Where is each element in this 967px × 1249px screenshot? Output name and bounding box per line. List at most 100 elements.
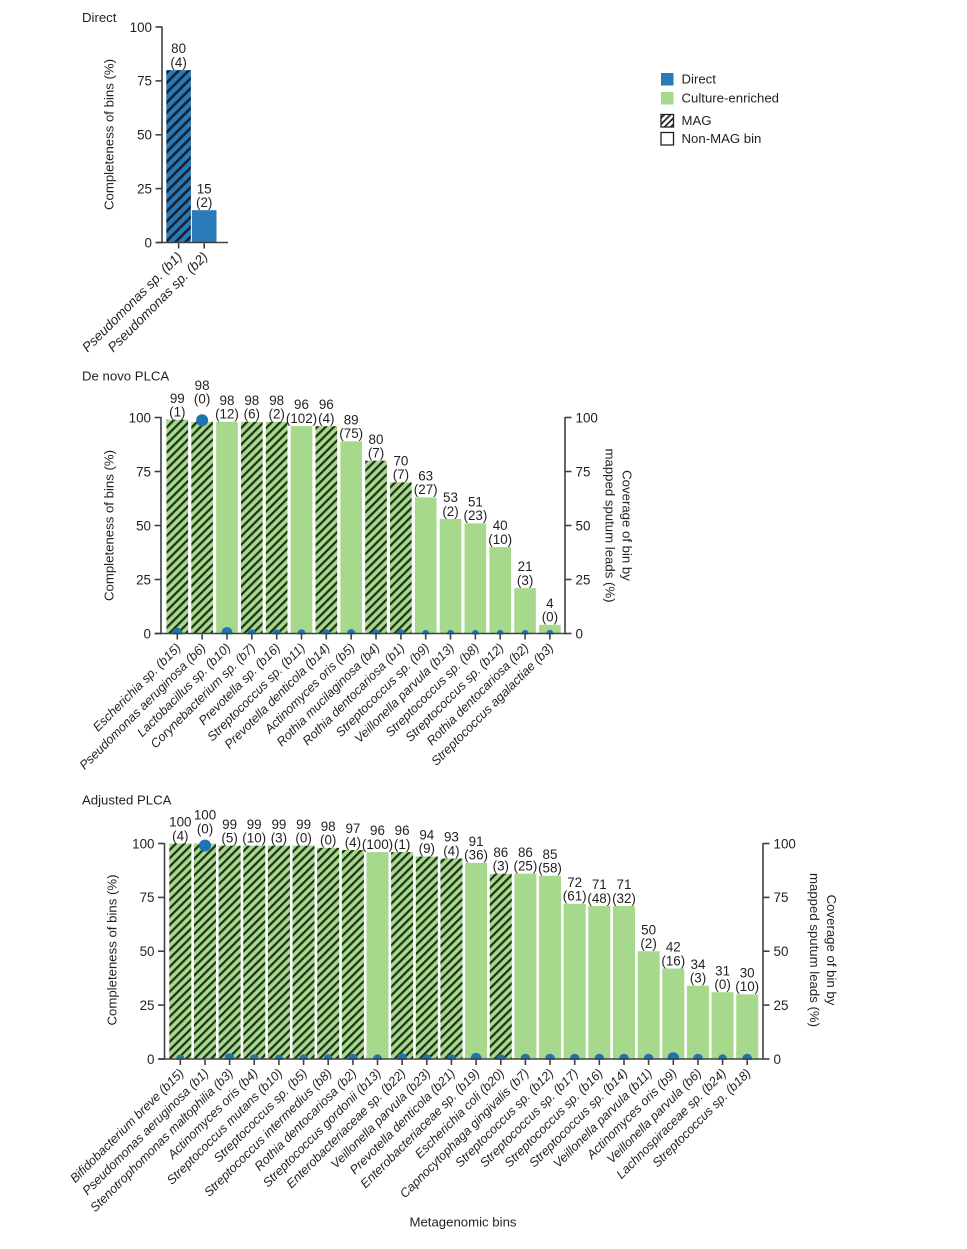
svg-text:85: 85: [543, 847, 558, 862]
svg-text:(75): (75): [339, 426, 363, 441]
svg-text:96: 96: [395, 823, 410, 838]
svg-text:100: 100: [132, 836, 154, 851]
svg-text:(3): (3): [493, 859, 509, 874]
svg-text:25: 25: [140, 998, 155, 1013]
svg-text:Completeness of bins (%): Completeness of bins (%): [105, 875, 120, 1026]
svg-text:(32): (32): [612, 891, 636, 906]
svg-text:Culture-enriched: Culture-enriched: [682, 91, 780, 106]
svg-text:(7): (7): [393, 467, 409, 482]
svg-text:mapped sputum leads (%): mapped sputum leads (%): [807, 873, 822, 1027]
svg-text:100: 100: [130, 20, 152, 35]
svg-text:(2): (2): [442, 504, 458, 519]
svg-text:50: 50: [137, 128, 152, 143]
svg-text:(4): (4): [443, 843, 459, 858]
svg-text:(1): (1): [394, 837, 410, 852]
svg-text:53: 53: [443, 490, 458, 505]
svg-text:(4): (4): [318, 411, 334, 426]
svg-text:25: 25: [137, 181, 152, 196]
svg-text:42: 42: [666, 940, 681, 955]
svg-text:(100): (100): [362, 837, 393, 852]
svg-text:Adjusted PLCA: Adjusted PLCA: [82, 793, 172, 808]
svg-text:(2): (2): [640, 936, 656, 951]
svg-text:86: 86: [493, 845, 508, 860]
svg-text:(48): (48): [587, 891, 611, 906]
svg-text:(102): (102): [286, 411, 317, 426]
svg-text:71: 71: [592, 877, 607, 892]
svg-text:(10): (10): [242, 831, 266, 846]
svg-text:(5): (5): [221, 831, 237, 846]
svg-text:99: 99: [222, 817, 237, 832]
svg-text:(0): (0): [197, 821, 213, 836]
svg-text:Completeness of bins (%): Completeness of bins (%): [102, 450, 117, 601]
svg-text:99: 99: [296, 817, 311, 832]
svg-text:Direct: Direct: [82, 10, 117, 25]
svg-text:(4): (4): [172, 828, 188, 843]
svg-text:50: 50: [140, 944, 155, 959]
svg-text:(10): (10): [735, 979, 759, 994]
svg-text:De novo PLCA: De novo PLCA: [82, 369, 169, 384]
svg-text:(3): (3): [517, 573, 533, 588]
svg-text:Direct: Direct: [682, 72, 717, 87]
svg-text:(0): (0): [714, 977, 730, 992]
svg-text:40: 40: [493, 518, 508, 533]
svg-text:(23): (23): [463, 508, 487, 523]
svg-text:Coverage of bin by: Coverage of bin by: [824, 895, 839, 1006]
svg-text:(4): (4): [170, 55, 186, 70]
svg-text:50: 50: [136, 518, 151, 533]
svg-text:75: 75: [137, 74, 152, 89]
svg-text:(12): (12): [215, 407, 239, 422]
svg-text:0: 0: [144, 626, 151, 641]
svg-text:100: 100: [129, 410, 151, 425]
svg-text:Completeness of bins (%): Completeness of bins (%): [102, 59, 117, 210]
svg-text:75: 75: [140, 890, 155, 905]
svg-text:(6): (6): [244, 407, 260, 422]
svg-text:mapped sputum leads (%): mapped sputum leads (%): [603, 449, 618, 603]
svg-text:(0): (0): [542, 610, 558, 625]
svg-text:(36): (36): [464, 848, 488, 863]
svg-text:(16): (16): [661, 953, 685, 968]
svg-text:(2): (2): [269, 407, 285, 422]
svg-text:96: 96: [294, 397, 309, 412]
svg-text:98: 98: [220, 393, 235, 408]
svg-text:(58): (58): [538, 861, 562, 876]
svg-text:96: 96: [319, 397, 334, 412]
svg-text:50: 50: [576, 518, 591, 533]
svg-text:25: 25: [136, 572, 151, 587]
svg-text:(7): (7): [368, 446, 384, 461]
svg-text:(2): (2): [196, 195, 212, 210]
svg-text:(4): (4): [345, 835, 361, 850]
svg-text:0: 0: [774, 1052, 781, 1067]
svg-text:97: 97: [345, 821, 360, 836]
svg-text:63: 63: [418, 469, 433, 484]
svg-text:(9): (9): [419, 841, 435, 856]
svg-text:(0): (0): [320, 833, 336, 848]
svg-text:(0): (0): [194, 392, 210, 407]
svg-text:70: 70: [393, 453, 408, 468]
svg-text:80: 80: [369, 432, 384, 447]
svg-text:21: 21: [518, 559, 533, 574]
svg-text:Coverage of bin by: Coverage of bin by: [620, 470, 635, 581]
svg-text:0: 0: [145, 235, 152, 250]
svg-text:4: 4: [546, 596, 554, 611]
svg-text:98: 98: [195, 378, 210, 393]
svg-text:91: 91: [469, 834, 484, 849]
svg-text:86: 86: [518, 845, 533, 860]
svg-text:25: 25: [774, 998, 789, 1013]
svg-text:71: 71: [617, 877, 632, 892]
svg-text:31: 31: [715, 963, 730, 978]
svg-text:75: 75: [774, 890, 789, 905]
svg-text:0: 0: [576, 626, 583, 641]
svg-text:(10): (10): [488, 532, 512, 547]
svg-text:(1): (1): [169, 405, 185, 420]
svg-text:96: 96: [370, 823, 385, 838]
svg-text:75: 75: [136, 464, 151, 479]
svg-text:(61): (61): [563, 889, 587, 904]
svg-text:99: 99: [247, 817, 262, 832]
svg-text:15: 15: [197, 181, 212, 196]
svg-text:98: 98: [321, 819, 336, 834]
svg-text:(0): (0): [295, 831, 311, 846]
svg-text:(27): (27): [414, 482, 438, 497]
svg-text:50: 50: [774, 944, 789, 959]
svg-text:30: 30: [740, 966, 755, 981]
svg-text:75: 75: [576, 464, 591, 479]
